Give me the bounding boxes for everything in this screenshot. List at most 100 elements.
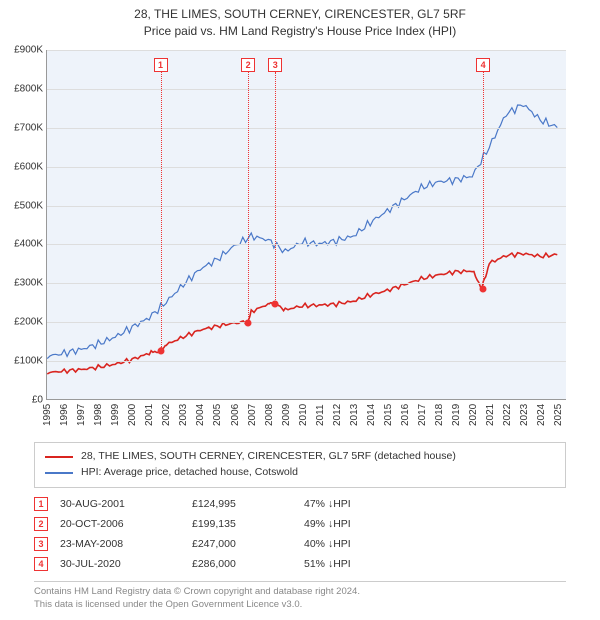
x-axis-label: 2000 — [127, 404, 138, 426]
x-axis-label: 2017 — [417, 404, 428, 426]
x-axis-label: 2007 — [247, 404, 258, 426]
x-axis-label: 2021 — [485, 404, 496, 426]
sale-price: £199,135 — [192, 518, 292, 530]
legend: 28, THE LIMES, SOUTH CERNEY, CIRENCESTER… — [34, 442, 566, 488]
y-gridline — [47, 322, 566, 323]
legend-swatch-hpi — [45, 472, 73, 474]
chart-title: 28, THE LIMES, SOUTH CERNEY, CIRENCESTER… — [0, 0, 600, 40]
sale-date: 20-OCT-2006 — [60, 518, 180, 530]
x-axis-label: 1996 — [59, 404, 70, 426]
sale-marker-box: 1 — [154, 58, 168, 72]
sale-pct: 47% HPI — [304, 498, 424, 510]
line-hpi — [47, 105, 557, 358]
x-axis-labels: 1995199619971998199920002001200220032004… — [46, 402, 566, 442]
y-gridline — [47, 244, 566, 245]
x-axis-label: 2013 — [349, 404, 360, 426]
sale-date: 23-MAY-2008 — [60, 538, 180, 550]
x-axis-label: 2006 — [230, 404, 241, 426]
x-axis-label: 2003 — [178, 404, 189, 426]
y-gridline — [47, 361, 566, 362]
x-axis-label: 2022 — [502, 404, 513, 426]
sale-idx: 4 — [34, 557, 48, 571]
sale-pct: 40% HPI — [304, 538, 424, 550]
sale-pct: 51% HPI — [304, 558, 424, 570]
sale-marker-dot — [157, 348, 164, 355]
legend-label-hpi: HPI: Average price, detached house, Cots… — [81, 465, 298, 481]
footer-copyright: Contains HM Land Registry data © Crown c… — [34, 586, 566, 599]
chart-svg — [47, 50, 566, 399]
y-axis-label: £400K — [3, 239, 43, 250]
sale-marker-line — [248, 72, 249, 323]
footer: Contains HM Land Registry data © Crown c… — [34, 581, 566, 612]
sale-pct: 49% HPI — [304, 518, 424, 530]
y-gridline — [47, 167, 566, 168]
x-axis-label: 2025 — [553, 404, 564, 426]
sale-price: £247,000 — [192, 538, 292, 550]
sale-row: 1 30-AUG-2001 £124,995 47% HPI — [34, 494, 566, 514]
sale-row: 3 23-MAY-2008 £247,000 40% HPI — [34, 534, 566, 554]
sale-marker-line — [275, 72, 276, 304]
title-subtitle: Price paid vs. HM Land Registry's House … — [0, 23, 600, 40]
sale-marker-line — [161, 72, 162, 351]
x-axis-label: 2024 — [536, 404, 547, 426]
y-gridline — [47, 283, 566, 284]
x-axis-label: 2016 — [400, 404, 411, 426]
x-axis-label: 1997 — [76, 404, 87, 426]
sale-marker-box: 4 — [476, 58, 490, 72]
x-axis-label: 2020 — [468, 404, 479, 426]
x-axis-label: 2012 — [332, 404, 343, 426]
x-axis-label: 2005 — [212, 404, 223, 426]
legend-label-property: 28, THE LIMES, SOUTH CERNEY, CIRENCESTER… — [81, 449, 456, 465]
x-axis-label: 2009 — [281, 404, 292, 426]
x-axis-label: 2015 — [383, 404, 394, 426]
legend-swatch-property — [45, 456, 73, 458]
sale-date: 30-AUG-2001 — [60, 498, 180, 510]
sale-price: £124,995 — [192, 498, 292, 510]
legend-item-property: 28, THE LIMES, SOUTH CERNEY, CIRENCESTER… — [45, 449, 555, 465]
x-axis-label: 1995 — [42, 404, 53, 426]
y-axis-label: £700K — [3, 122, 43, 133]
y-axis-label: £0 — [3, 395, 43, 406]
x-axis-label: 2023 — [519, 404, 530, 426]
line-property — [47, 253, 557, 374]
sale-marker-box: 3 — [268, 58, 282, 72]
y-axis-label: £100K — [3, 356, 43, 367]
x-axis-label: 2011 — [315, 404, 326, 426]
sale-row: 4 30-JUL-2020 £286,000 51% HPI — [34, 554, 566, 574]
sale-price: £286,000 — [192, 558, 292, 570]
sale-marker-line — [483, 72, 484, 289]
y-gridline — [47, 128, 566, 129]
sale-idx: 2 — [34, 517, 48, 531]
y-axis-label: £900K — [3, 45, 43, 56]
y-axis-label: £500K — [3, 200, 43, 211]
footer-licence: This data is licensed under the Open Gov… — [34, 599, 566, 612]
sale-marker-dot — [480, 285, 487, 292]
sale-date: 30-JUL-2020 — [60, 558, 180, 570]
y-axis-label: £300K — [3, 278, 43, 289]
sales-table: 1 30-AUG-2001 £124,995 47% HPI 2 20-OCT-2006 £… — [34, 494, 566, 574]
x-axis-label: 2019 — [451, 404, 462, 426]
y-gridline — [47, 89, 566, 90]
x-axis-label: 2008 — [264, 404, 275, 426]
sale-marker-dot — [245, 319, 252, 326]
x-axis-label: 1999 — [110, 404, 121, 426]
chart-plot-area: £0£100K£200K£300K£400K£500K£600K£700K£80… — [46, 50, 566, 400]
x-axis-label: 2018 — [434, 404, 445, 426]
sale-marker-dot — [272, 300, 279, 307]
x-axis-label: 2004 — [195, 404, 206, 426]
y-axis-label: £600K — [3, 161, 43, 172]
x-axis-label: 2010 — [298, 404, 309, 426]
title-address: 28, THE LIMES, SOUTH CERNEY, CIRENCESTER… — [0, 6, 600, 23]
sale-row: 2 20-OCT-2006 £199,135 49% HPI — [34, 514, 566, 534]
x-axis-label: 2002 — [161, 404, 172, 426]
y-gridline — [47, 50, 566, 51]
x-axis-label: 2014 — [366, 404, 377, 426]
y-axis-label: £800K — [3, 83, 43, 94]
sale-marker-box: 2 — [241, 58, 255, 72]
y-axis-label: £200K — [3, 317, 43, 328]
sale-idx: 1 — [34, 497, 48, 511]
x-axis-label: 1998 — [93, 404, 104, 426]
sale-idx: 3 — [34, 537, 48, 551]
legend-item-hpi: HPI: Average price, detached house, Cots… — [45, 465, 555, 481]
x-axis-label: 2001 — [144, 404, 155, 426]
